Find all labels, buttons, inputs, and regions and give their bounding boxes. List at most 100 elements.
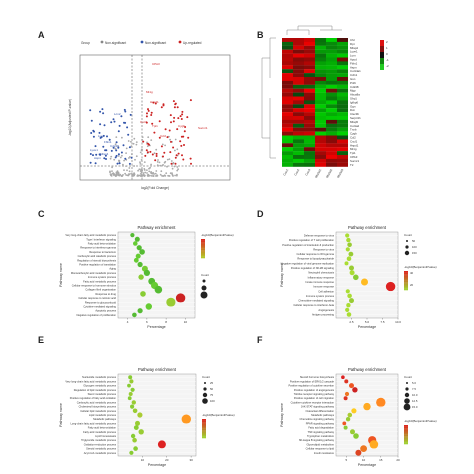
panel-d-dot [353,274,359,281]
heatmap-row-label: Ogn [350,104,356,108]
panel-e-size-legend-label: 50 [210,387,214,391]
panel-d-category-label: Positive regulation of NF-kB signaling [291,266,335,270]
heatmap-cell [326,127,337,132]
heatmap-cell [282,84,293,89]
panel-c-dot [143,269,150,276]
panel-e-size-legend-title: Count [202,375,210,379]
volcano-point-up [162,155,164,158]
heatmap-row-label: Mgp [350,89,356,93]
panel-f-color-legend-swatch [404,442,408,445]
heatmap-col-label: Con2 [293,168,300,176]
panel-label-e: E [38,335,45,345]
panel-e-category-label: Metabolic pathways [93,417,116,421]
heatmap-cell [282,65,293,70]
heatmap-cell [326,112,337,117]
panel-d-dot [345,247,350,252]
volcano-point-ns [119,173,122,176]
heatmap-cell [304,119,315,124]
volcano-point-ns [115,171,118,174]
volcano-point-ns [169,172,172,175]
panel-e-category-label: Cholesterol biosynthetic process [79,405,117,409]
panel-f-size-legend-dot [404,398,410,404]
panel-f-size-legend-label: 10.0 [412,393,418,397]
heatmap-col-label: Model3 [336,168,345,179]
volcano-point-down [110,149,113,152]
panel-c-category-label: Aging [109,267,116,271]
panel-f-y-label: Pathway name [280,403,284,427]
volcano-label-up: Ttr [146,142,150,146]
heatmap-cell [293,155,304,159]
volcano-legend-dot [100,40,104,44]
volcano-point-up [148,143,150,146]
volcano-point-down [129,113,132,116]
panel-d-color-legend-swatch [404,275,408,278]
volcano-point-ns [157,159,159,161]
heatmap-cell [326,92,337,97]
volcano-label-down: Aspn [94,156,101,160]
panel-c-dot [132,312,137,318]
heatmap-cell [304,135,315,140]
heatmap-cell [282,49,293,54]
heatmap-row-label: Dcn [350,108,356,112]
volcano-point-ns [125,147,128,150]
panel-e-category-label: Regulation of lipid metabolic process [74,388,117,392]
volcano-point-up [151,122,154,125]
heatmap-cell [282,57,293,62]
panel-c-category-label: Response to interferon-gamma [80,246,116,250]
heatmap-cell [304,69,315,74]
heatmap-cell [337,41,348,46]
heatmap-cell [315,139,326,144]
volcano-point-ns [150,175,153,177]
volcano-point-down [103,157,106,160]
heatmap-cell [282,135,293,140]
panel-d-color-legend-swatch [404,274,408,276]
panel-d-dot [346,303,351,308]
panel-e-size-legend-dot [203,387,207,391]
volcano-point-up [179,115,182,118]
panel-e-size-legend-dot [202,398,208,404]
heatmap-cell [326,131,337,136]
panel-f-color-legend-swatch [404,434,408,437]
heatmap-cell [293,131,304,136]
volcano-point-up [146,112,148,115]
volcano-point-up [173,106,176,109]
heatmap-cell [293,147,304,152]
panel-f-color-legend-swatch [404,426,408,429]
panel-c-x-tick-label: 10 [184,320,188,324]
heatmap-cell [304,96,315,101]
panel-d-dot [345,289,350,294]
panel-e-x-tick-label: 10 [141,458,145,462]
volcano-point-ns [113,174,115,177]
heatmap-cell [282,131,293,136]
panel-d-dot [349,265,354,271]
panel-f-dot [349,383,354,389]
heatmap-cell [315,162,326,167]
volcano-point-up [190,162,192,165]
panel-f-category-label: Positive regulation of angiogenesis [294,388,335,392]
volcano-plot-frame [79,54,231,181]
panel-f-dot [363,402,371,411]
panel-e-x-tick-label: 30 [189,458,193,462]
heatmap-cell [337,151,348,156]
heatmap-cell [326,139,337,144]
volcano-label-up: Tpi1 [152,124,158,128]
panel-d-dot [346,256,352,262]
panel-f-category-label: Tryptophan metabolism [307,434,334,438]
panel-f-dot [350,429,355,435]
volcano-point-ns [128,173,131,176]
panel-d-size-legend-dot [406,240,408,242]
volcano-point-down [105,158,107,160]
volcano-point-ns [169,138,172,141]
panel-e-dot [130,404,135,409]
panel-f-dot [341,375,345,380]
volcano-point-ns [134,158,136,161]
heatmap-cell [293,112,304,117]
heatmap-cell [326,116,337,120]
panel-f-size-legend-label: 7.5 [412,387,416,391]
panel-d-dot [361,278,368,286]
panel-e-color-legend-swatch [202,420,206,423]
panel-d-color-legend-swatch [404,283,408,286]
heatmap-cell [304,116,315,120]
heatmap-cell [304,162,315,167]
volcano-point-ns [152,171,155,174]
